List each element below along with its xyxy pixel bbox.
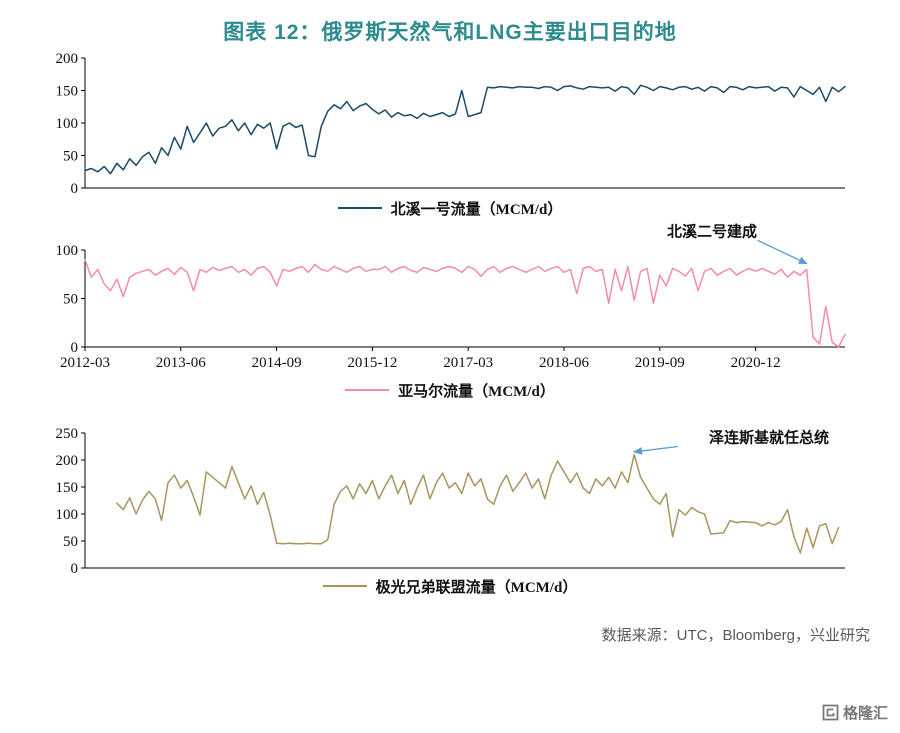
svg-text:100: 100	[56, 243, 79, 259]
svg-text:2017-03: 2017-03	[443, 355, 493, 371]
svg-text:50: 50	[63, 149, 78, 165]
chart-aurora-brotherhood: 0 50 100 150 200 250 泽连斯基就任总统 极光兄弟联盟流量（MCM/d）	[0, 418, 900, 598]
nord-stream-1-legend: 北溪一号流量（MCM/d）	[0, 196, 900, 220]
svg-text:北溪二号建成: 北溪二号建成	[667, 222, 757, 240]
svg-text:100: 100	[56, 116, 79, 132]
svg-text:0: 0	[71, 561, 79, 574]
chart-yamal: 0 50 100 2012-03 2013-06 2014-09 2015-12 2017-0…	[0, 220, 900, 402]
svg-text:200: 200	[56, 453, 79, 469]
svg-text:50: 50	[63, 292, 78, 308]
svg-text:0: 0	[71, 340, 79, 356]
yamal-chart: 0 50 100 2012-03 2013-06 2014-09 2015-12 2017-0…	[56, 222, 846, 371]
yamal-legend: 亚马尔流量（MCM/d）	[0, 378, 900, 402]
svg-text:100: 100	[56, 507, 79, 523]
svg-text:泽连斯基就任总统: 泽连斯基就任总统	[709, 428, 829, 446]
chart-nord-stream-1: 0 50 100 150 200 北溪一号流量（MCM/d）	[0, 46, 900, 220]
svg-text:2014-09: 2014-09	[252, 355, 302, 371]
nord-stream-1-chart: 0 50 100 150 200	[56, 51, 846, 196]
svg-text:2019-09: 2019-09	[635, 355, 685, 371]
legend-label: 北溪一号流量（MCM/d）	[390, 201, 563, 218]
legend-line-icon	[322, 584, 367, 588]
svg-text:150: 150	[56, 84, 79, 100]
svg-text:2015-12: 2015-12	[347, 355, 397, 371]
svg-text:250: 250	[56, 426, 79, 442]
logo-text: 格隆汇	[842, 705, 888, 722]
data-source: 数据来源：UTC，Bloomberg，兴业研究	[601, 627, 870, 644]
svg-text:150: 150	[56, 480, 79, 496]
glonghui-logo: 格隆汇	[822, 702, 888, 723]
svg-text:2013-06: 2013-06	[156, 355, 206, 371]
legend-label: 极光兄弟联盟流量（MCM/d）	[375, 579, 578, 596]
legend-label: 亚马尔流量（MCM/d）	[398, 383, 555, 400]
legend-line-icon	[345, 388, 390, 392]
spacer	[0, 402, 900, 418]
page-title: 图表 12：俄罗斯天然气和LNG主要出口目的地	[223, 21, 677, 44]
legend-line-icon	[337, 206, 382, 210]
svg-text:0: 0	[71, 181, 79, 196]
svg-text:2020-12: 2020-12	[731, 355, 781, 371]
glonghui-logo-icon	[822, 704, 839, 721]
svg-text:2012-03: 2012-03	[60, 355, 110, 371]
svg-text:50: 50	[63, 534, 78, 550]
aurora-brotherhood-legend: 极光兄弟联盟流量（MCM/d）	[0, 574, 900, 598]
svg-text:200: 200	[56, 51, 79, 67]
svg-text:2018-06: 2018-06	[539, 355, 589, 371]
aurora-brotherhood-chart: 0 50 100 150 200 250 泽连斯基就任总统	[56, 426, 845, 574]
